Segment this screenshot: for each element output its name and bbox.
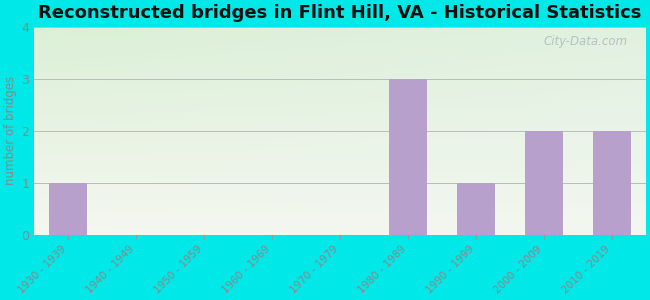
Bar xyxy=(457,183,495,235)
Bar xyxy=(525,131,563,235)
Text: City-Data.com: City-Data.com xyxy=(543,35,627,48)
Bar xyxy=(49,183,87,235)
Title: Reconstructed bridges in Flint Hill, VA - Historical Statistics: Reconstructed bridges in Flint Hill, VA … xyxy=(38,4,642,22)
Bar xyxy=(593,131,630,235)
Bar xyxy=(389,79,426,235)
Y-axis label: number of bridges: number of bridges xyxy=(4,76,17,185)
